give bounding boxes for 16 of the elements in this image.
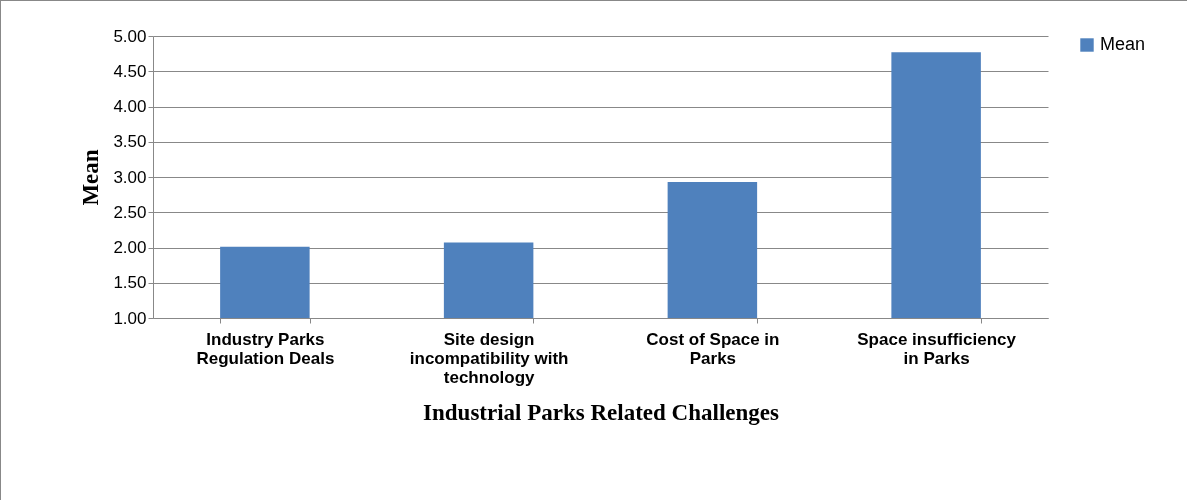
x-tick-label: Cost of Space in Parks: [646, 329, 780, 368]
x-tick-label: Space insufficiency in Parks: [857, 329, 1017, 368]
x-tick-label: Site design incompatibility with technology: [409, 329, 569, 387]
y-tick-label: 5.00: [113, 26, 147, 46]
y-tick-label: 2.50: [113, 202, 147, 222]
legend-label: Mean: [1100, 34, 1146, 54]
y-tick-label: 3.00: [113, 167, 147, 187]
y-tick-label: 2.00: [113, 238, 147, 257]
y-tick-label: 4.00: [113, 97, 147, 116]
y-tick-label: 1.00: [113, 308, 147, 328]
x-tick-label: Industry Parks Regulation Deals: [196, 329, 335, 368]
y-tick-label: 4.50: [113, 61, 147, 81]
y-axis-title: Mean: [78, 149, 104, 206]
y-tick-label: 1.50: [113, 273, 147, 293]
y-tick-label: 3.50: [113, 132, 147, 152]
x-axis-title: Industrial Parks Related Challenges: [423, 399, 779, 425]
